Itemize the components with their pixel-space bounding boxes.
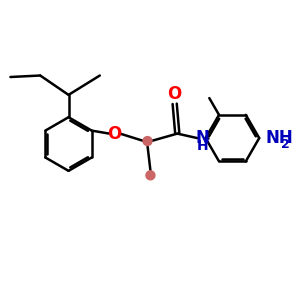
Text: N: N bbox=[196, 129, 209, 147]
Circle shape bbox=[146, 171, 155, 180]
Text: 2: 2 bbox=[281, 137, 290, 151]
Circle shape bbox=[143, 136, 152, 146]
Text: O: O bbox=[167, 85, 182, 103]
Text: O: O bbox=[108, 124, 122, 142]
Text: H: H bbox=[197, 140, 208, 153]
Text: NH: NH bbox=[266, 129, 293, 147]
